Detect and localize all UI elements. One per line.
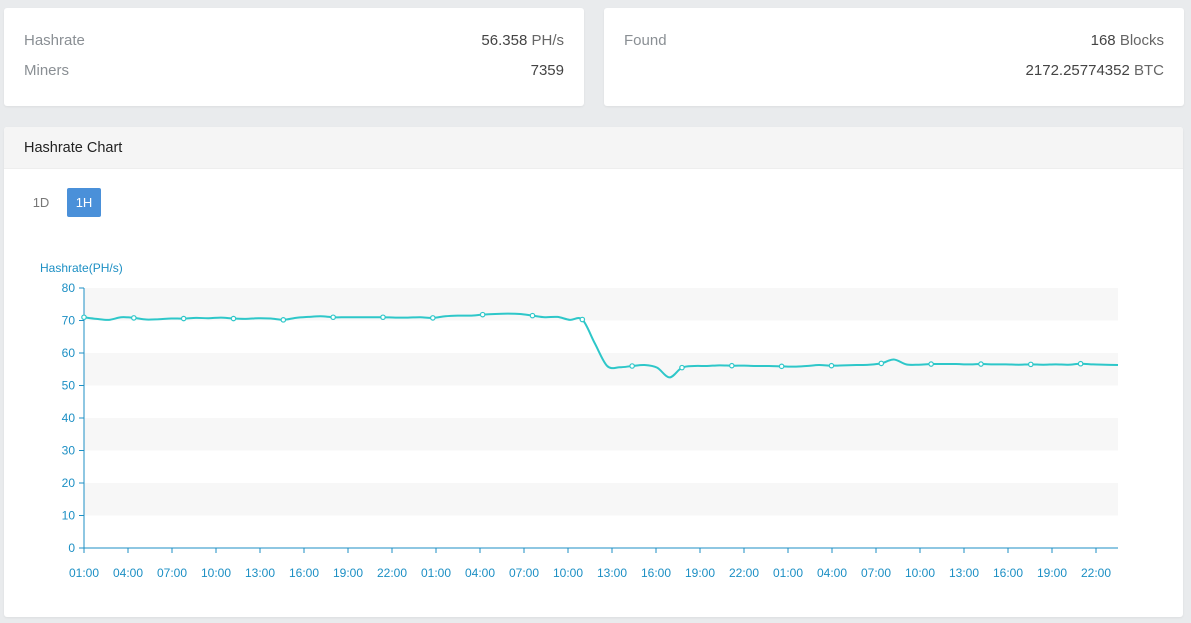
grid-band bbox=[84, 288, 1118, 321]
data-point bbox=[579, 316, 586, 323]
x-tick-label: 07:00 bbox=[861, 566, 891, 580]
range-button-1h[interactable]: 1H bbox=[67, 188, 101, 217]
x-tick-label: 13:00 bbox=[597, 566, 627, 580]
y-tick-label: 40 bbox=[62, 411, 76, 425]
data-point bbox=[1027, 361, 1034, 368]
blocks-value: 168 Blocks bbox=[1091, 32, 1164, 49]
y-tick-label: 70 bbox=[62, 314, 76, 328]
x-tick-label: 07:00 bbox=[509, 566, 539, 580]
data-point bbox=[230, 315, 237, 322]
data-point bbox=[81, 314, 87, 321]
x-tick-label: 01:00 bbox=[69, 566, 99, 580]
btc-row: 2172.25774352 BTC bbox=[624, 62, 1164, 86]
pool-stats-card: Hashrate 56.358 PH/s Miners 7359 bbox=[4, 8, 584, 106]
blocks-found-card: Found 168 Blocks 2172.25774352 BTC bbox=[604, 8, 1184, 106]
x-tick-label: 01:00 bbox=[773, 566, 803, 580]
data-point bbox=[280, 317, 287, 323]
x-tick-label: 10:00 bbox=[905, 566, 935, 580]
y-tick-label: 10 bbox=[62, 509, 76, 523]
chart-header: Hashrate Chart bbox=[4, 127, 1183, 169]
data-point bbox=[180, 315, 187, 322]
chart-title: Hashrate Chart bbox=[24, 140, 123, 156]
btc-value: 2172.25774352 BTC bbox=[1026, 62, 1164, 79]
blocks-unit: Blocks bbox=[1119, 32, 1164, 49]
x-tick-label: 19:00 bbox=[685, 566, 715, 580]
y-axis-title: Hashrate(PH/s) bbox=[40, 261, 123, 275]
data-point bbox=[629, 363, 635, 369]
x-tick-label: 19:00 bbox=[333, 566, 363, 580]
hashrate-series-line bbox=[83, 312, 1119, 379]
x-tick-label: 10:00 bbox=[553, 566, 583, 580]
x-tick-label: 04:00 bbox=[465, 566, 495, 580]
y-tick-label: 30 bbox=[62, 444, 76, 458]
data-point bbox=[479, 311, 486, 318]
data-point bbox=[529, 312, 536, 319]
y-tick-label: 80 bbox=[62, 281, 76, 295]
found-row: Found 168 Blocks bbox=[624, 32, 1164, 56]
data-point bbox=[778, 363, 785, 370]
hashrate-unit: PH/s bbox=[531, 32, 564, 49]
hashrate-value: 56.358 PH/s bbox=[481, 32, 564, 49]
x-tick-label: 01:00 bbox=[421, 566, 451, 580]
y-tick-label: 50 bbox=[62, 379, 76, 393]
x-tick-label: 16:00 bbox=[641, 566, 671, 580]
hashrate-line-chart[interactable]: 0 10 20 30 40 50 60 70 80 Hashrate(PH/s) 01:00 04:0… bbox=[4, 127, 1183, 617]
data-point bbox=[330, 314, 336, 321]
miners-value: 7359 bbox=[530, 62, 564, 79]
x-tick-label: 04:00 bbox=[817, 566, 847, 580]
grid-band bbox=[84, 418, 1118, 451]
x-tick-label: 13:00 bbox=[245, 566, 275, 580]
data-point bbox=[978, 361, 984, 367]
grid-band bbox=[84, 353, 1118, 386]
miners-row: Miners 7359 bbox=[24, 62, 564, 86]
hashrate-row: Hashrate 56.358 PH/s bbox=[24, 32, 564, 56]
x-tick-label: 10:00 bbox=[201, 566, 231, 580]
x-tick-label: 19:00 bbox=[1037, 566, 1067, 580]
x-tick-label: 04:00 bbox=[113, 566, 143, 580]
x-tick-label: 16:00 bbox=[993, 566, 1023, 580]
data-point bbox=[1077, 360, 1084, 367]
y-tick-label: 0 bbox=[68, 541, 75, 555]
data-point bbox=[131, 315, 137, 321]
data-point bbox=[928, 361, 934, 367]
miners-label: Miners bbox=[24, 62, 70, 79]
x-tick-label: 13:00 bbox=[949, 566, 979, 580]
hashrate-number: 56.358 bbox=[481, 32, 528, 49]
y-tick-label: 60 bbox=[62, 346, 76, 360]
grid-band bbox=[84, 483, 1118, 516]
hashrate-chart-card: Hashrate Chart 1D 1H 0 10 20 30 40 50 60 70 80 Ha… bbox=[4, 127, 1183, 617]
x-tick-label: 07:00 bbox=[157, 566, 187, 580]
data-point bbox=[878, 360, 885, 367]
y-tick-label: 20 bbox=[62, 476, 76, 490]
data-point bbox=[380, 314, 386, 321]
hashrate-label: Hashrate bbox=[24, 32, 85, 49]
x-tick-label: 22:00 bbox=[729, 566, 759, 580]
data-point bbox=[729, 362, 735, 369]
found-label: Found bbox=[624, 32, 667, 49]
blocks-number: 168 bbox=[1090, 32, 1116, 49]
x-tick-label: 16:00 bbox=[289, 566, 319, 580]
x-tick-label: 22:00 bbox=[1081, 566, 1111, 580]
data-point bbox=[828, 362, 835, 369]
data-point bbox=[679, 364, 685, 371]
btc-unit: BTC bbox=[1134, 62, 1164, 79]
data-point bbox=[430, 315, 436, 321]
btc-number: 2172.25774352 bbox=[1025, 62, 1130, 79]
range-button-1d[interactable]: 1D bbox=[32, 195, 50, 210]
x-tick-label: 22:00 bbox=[377, 566, 407, 580]
